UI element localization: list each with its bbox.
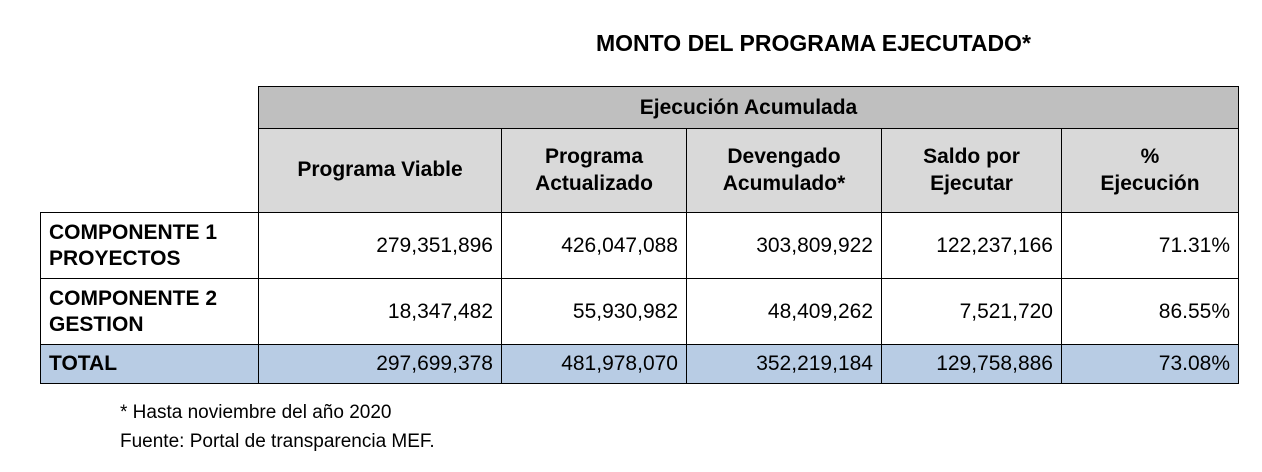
table-cell: 71.31% bbox=[1061, 212, 1239, 279]
total-cell: 352,219,184 bbox=[686, 344, 882, 384]
table-title: MONTO DEL PROGRAMA EJECUTADO* bbox=[596, 30, 1031, 56]
column-header-row: Programa Viable Programa Actualizado Deve… bbox=[41, 128, 1239, 213]
table-cell: 303,809,922 bbox=[686, 212, 882, 279]
total-cell: 73.08% bbox=[1061, 344, 1239, 384]
group-header: Ejecución Acumulada bbox=[258, 86, 1239, 129]
column-header: Programa Viable bbox=[258, 128, 502, 213]
source-note: Fuente: Portal de transparencia MEF. bbox=[120, 431, 435, 452]
execution-table: Ejecución Acumulada Programa Viable Prog… bbox=[40, 86, 1239, 384]
column-header: Devengado Acumulado* bbox=[686, 128, 882, 213]
table-cell: 55,930,982 bbox=[501, 278, 687, 345]
total-cell: 481,978,070 bbox=[501, 344, 687, 384]
table-cell: 122,237,166 bbox=[881, 212, 1062, 279]
table-cell: 18,347,482 bbox=[258, 278, 502, 345]
total-cell: 297,699,378 bbox=[258, 344, 502, 384]
table-cell: 7,521,720 bbox=[881, 278, 1062, 345]
row-label: COMPONENTE 1 PROYECTOS bbox=[40, 212, 259, 279]
total-label: TOTAL bbox=[40, 344, 259, 384]
footnote: * Hasta noviembre del año 2020 bbox=[120, 402, 392, 423]
notes: * Hasta noviembre del año 2020 Fuente: P… bbox=[120, 398, 435, 456]
table-cell: 426,047,088 bbox=[501, 212, 687, 279]
table-row: COMPONENTE 2 GESTION 18,347,482 55,930,98… bbox=[40, 278, 1239, 345]
total-cell: 129,758,886 bbox=[881, 344, 1062, 384]
column-header: Saldo por Ejecutar bbox=[881, 128, 1062, 213]
column-header: Programa Actualizado bbox=[501, 128, 687, 213]
table-cell: 48,409,262 bbox=[686, 278, 882, 345]
column-header: % Ejecución bbox=[1061, 128, 1239, 213]
row-label: COMPONENTE 2 GESTION bbox=[40, 278, 259, 345]
table-cell: 86.55% bbox=[1061, 278, 1239, 345]
total-row: TOTAL 297,699,378 481,978,070 352,219,18… bbox=[40, 344, 1239, 384]
table-row: COMPONENTE 1 PROYECTOS 279,351,896 426,04… bbox=[40, 212, 1239, 279]
corner-cell bbox=[40, 86, 259, 213]
table-cell: 279,351,896 bbox=[258, 212, 502, 279]
group-header-row: Ejecución Acumulada bbox=[40, 86, 1239, 213]
